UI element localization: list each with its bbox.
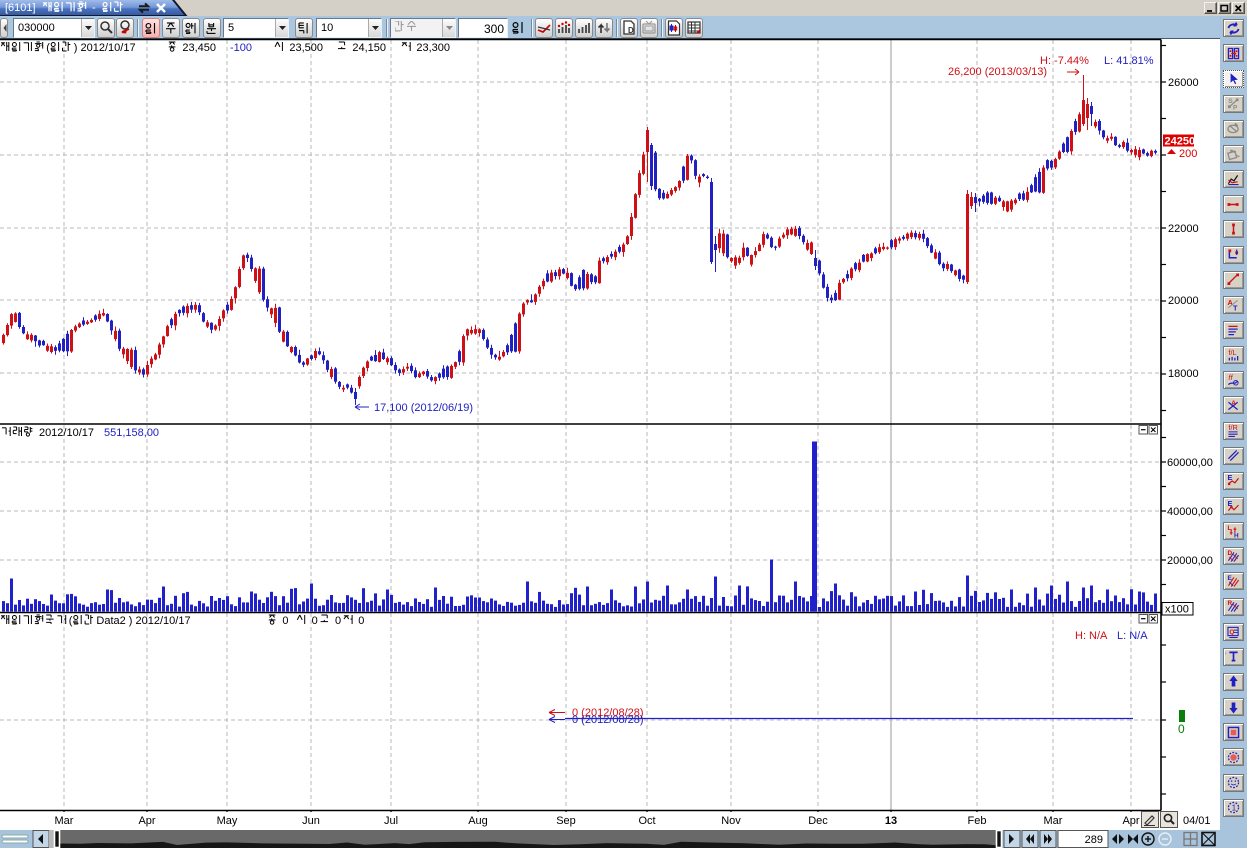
- svg-text:H: N/A: H: N/A: [1075, 630, 1108, 642]
- svg-text:T: T: [1233, 304, 1238, 313]
- svg-text:H: H: [1234, 532, 1239, 539]
- svg-text:D: D: [1228, 550, 1233, 557]
- svg-text:A: A: [1231, 400, 1236, 407]
- svg-text:L: 41.81%: L: 41.81%: [1104, 55, 1154, 67]
- svg-text:20000: 20000: [1168, 295, 1199, 307]
- svg-text:26000: 26000: [1168, 77, 1199, 89]
- svg-text:f/L: f/L: [1228, 348, 1236, 357]
- svg-text:22000: 22000: [1168, 223, 1199, 235]
- svg-text:0 (2012/08/28): 0 (2012/08/28): [572, 707, 644, 719]
- svg-text:23,300: 23,300: [413, 42, 450, 54]
- svg-text:0: 0: [279, 615, 294, 627]
- svg-text:20000,00: 20000,00: [1167, 555, 1213, 567]
- svg-text:18000: 18000: [1168, 368, 1199, 380]
- svg-text:[6101]: [6101]: [5, 2, 39, 14]
- svg-text:f/R: f/R: [1228, 423, 1237, 432]
- svg-text:(: (: [46, 42, 50, 54]
- svg-text:E: E: [1228, 473, 1233, 482]
- svg-text:) 2012/10/17: ) 2012/10/17: [74, 42, 136, 54]
- svg-text:L: L: [1228, 525, 1232, 532]
- svg-text:289: 289: [1085, 834, 1103, 846]
- svg-text:0: 0: [309, 615, 318, 627]
- svg-text:S: S: [1228, 98, 1233, 105]
- svg-text:(: (: [69, 615, 73, 627]
- svg-text:L: N/A: L: N/A: [1117, 630, 1148, 642]
- svg-text:0: 0: [332, 615, 341, 627]
- svg-text:0: 0: [355, 615, 364, 627]
- svg-text:551,158,00: 551,158,00: [104, 427, 159, 439]
- svg-text:Q: Q: [1229, 629, 1234, 636]
- svg-text:1: 1: [1232, 804, 1237, 813]
- svg-text:E: E: [1228, 499, 1233, 508]
- svg-text:R: R: [1228, 600, 1233, 607]
- svg-text:ff: ff: [1228, 373, 1233, 382]
- svg-text:26,200 (2013/03/13): 26,200 (2013/03/13): [948, 66, 1047, 78]
- svg-text:200: 200: [1179, 148, 1197, 160]
- svg-text:D: D: [628, 26, 634, 35]
- svg-text:0 (2012/08/28): 0 (2012/08/28): [572, 714, 644, 726]
- svg-text:A: A: [1228, 298, 1234, 307]
- svg-text:24250: 24250: [1165, 136, 1196, 148]
- svg-text:2012/10/17: 2012/10/17: [36, 427, 94, 439]
- svg-text:17,100 (2012/06/19): 17,100 (2012/06/19): [374, 402, 473, 414]
- svg-text:60000,00: 60000,00: [1167, 457, 1213, 469]
- svg-text:Data2 ) 2012/10/17: Data2 ) 2012/10/17: [96, 615, 190, 627]
- svg-text:-: -: [89, 2, 99, 14]
- svg-text:23,500: 23,500: [286, 42, 323, 54]
- svg-text:H: -7.44%: H: -7.44%: [1040, 55, 1089, 67]
- svg-text:E: E: [1228, 575, 1233, 582]
- svg-text:23,450: 23,450: [179, 42, 216, 54]
- svg-text:0: 0: [1178, 722, 1185, 736]
- svg-text:-100: -100: [230, 42, 252, 54]
- svg-text:x100: x100: [1165, 604, 1189, 616]
- svg-text:P: P: [1233, 105, 1238, 112]
- svg-text:24,150: 24,150: [349, 42, 386, 54]
- svg-text:40000,00: 40000,00: [1167, 506, 1213, 518]
